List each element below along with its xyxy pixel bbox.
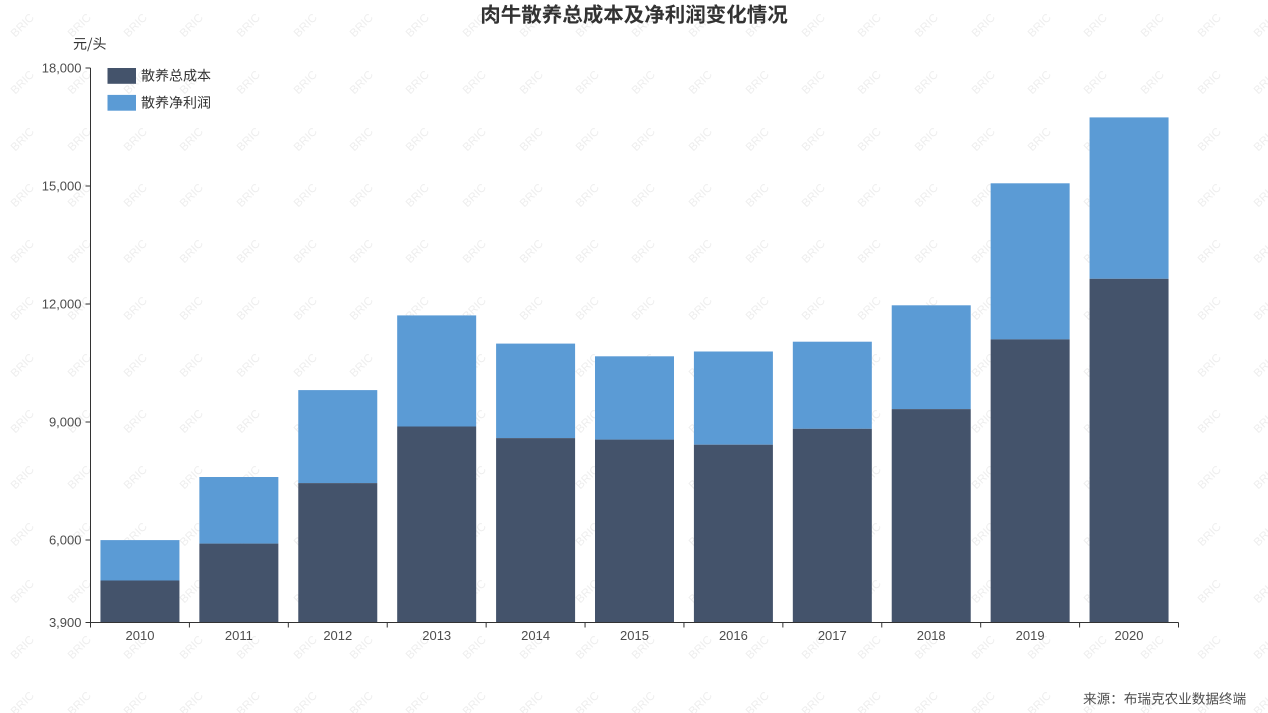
svg-text:18,000: 18,000 xyxy=(42,61,82,76)
svg-text:2020: 2020 xyxy=(1115,628,1144,643)
svg-text:2014: 2014 xyxy=(521,628,550,643)
svg-text:2012: 2012 xyxy=(323,628,352,643)
svg-text:3,900: 3,900 xyxy=(49,615,82,630)
svg-text:15,000: 15,000 xyxy=(42,179,82,194)
svg-text:2016: 2016 xyxy=(719,628,748,643)
svg-text:9,000: 9,000 xyxy=(49,415,82,430)
svg-text:2013: 2013 xyxy=(422,628,451,643)
svg-text:6,000: 6,000 xyxy=(49,533,82,548)
svg-text:12,000: 12,000 xyxy=(42,297,82,312)
svg-text:2010: 2010 xyxy=(126,628,155,643)
svg-text:2019: 2019 xyxy=(1016,628,1045,643)
svg-text:2018: 2018 xyxy=(917,628,946,643)
svg-text:2011: 2011 xyxy=(225,628,253,643)
svg-text:2017: 2017 xyxy=(818,628,847,643)
svg-text:2015: 2015 xyxy=(620,628,649,643)
